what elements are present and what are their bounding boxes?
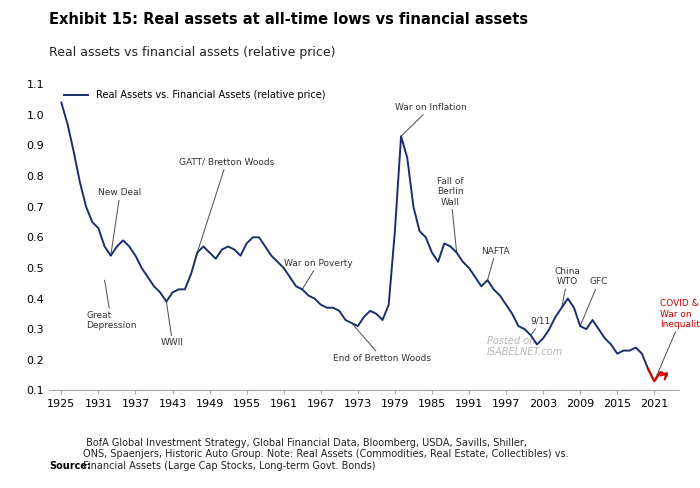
Text: 9/11: 9/11 <box>531 317 551 335</box>
Text: COVID &
War on
Inequality: COVID & War on Inequality <box>654 299 700 381</box>
Text: NAFTA: NAFTA <box>482 246 510 280</box>
Text: War on Poverty: War on Poverty <box>284 259 353 289</box>
Text: BofA Global Investment Strategy, Global Financial Data, Bloomberg, USDA, Savills: BofA Global Investment Strategy, Global … <box>83 438 568 471</box>
Text: WWII: WWII <box>161 302 184 347</box>
Text: War on Inflation: War on Inflation <box>395 103 467 136</box>
Legend: Real Assets vs. Financial Assets (relative price): Real Assets vs. Financial Assets (relati… <box>60 86 330 104</box>
Text: Fall of
Berlin
Wall: Fall of Berlin Wall <box>438 177 464 253</box>
Text: Exhibit 15: Real assets at all-time lows vs financial assets: Exhibit 15: Real assets at all-time lows… <box>49 12 528 27</box>
Text: GFC: GFC <box>580 277 608 326</box>
Text: GATT/ Bretton Woods: GATT/ Bretton Woods <box>178 158 274 253</box>
Text: New Deal: New Deal <box>99 188 141 256</box>
Text: Posted on
ISABELNET.com: Posted on ISABELNET.com <box>486 336 563 358</box>
Text: Real assets vs financial assets (relative price): Real assets vs financial assets (relativ… <box>49 46 335 60</box>
Text: End of Bretton Woods: End of Bretton Woods <box>333 323 431 363</box>
Text: Source:: Source: <box>49 461 91 471</box>
Text: China
WTO: China WTO <box>555 267 581 308</box>
Text: Great
Depression: Great Depression <box>86 280 136 330</box>
